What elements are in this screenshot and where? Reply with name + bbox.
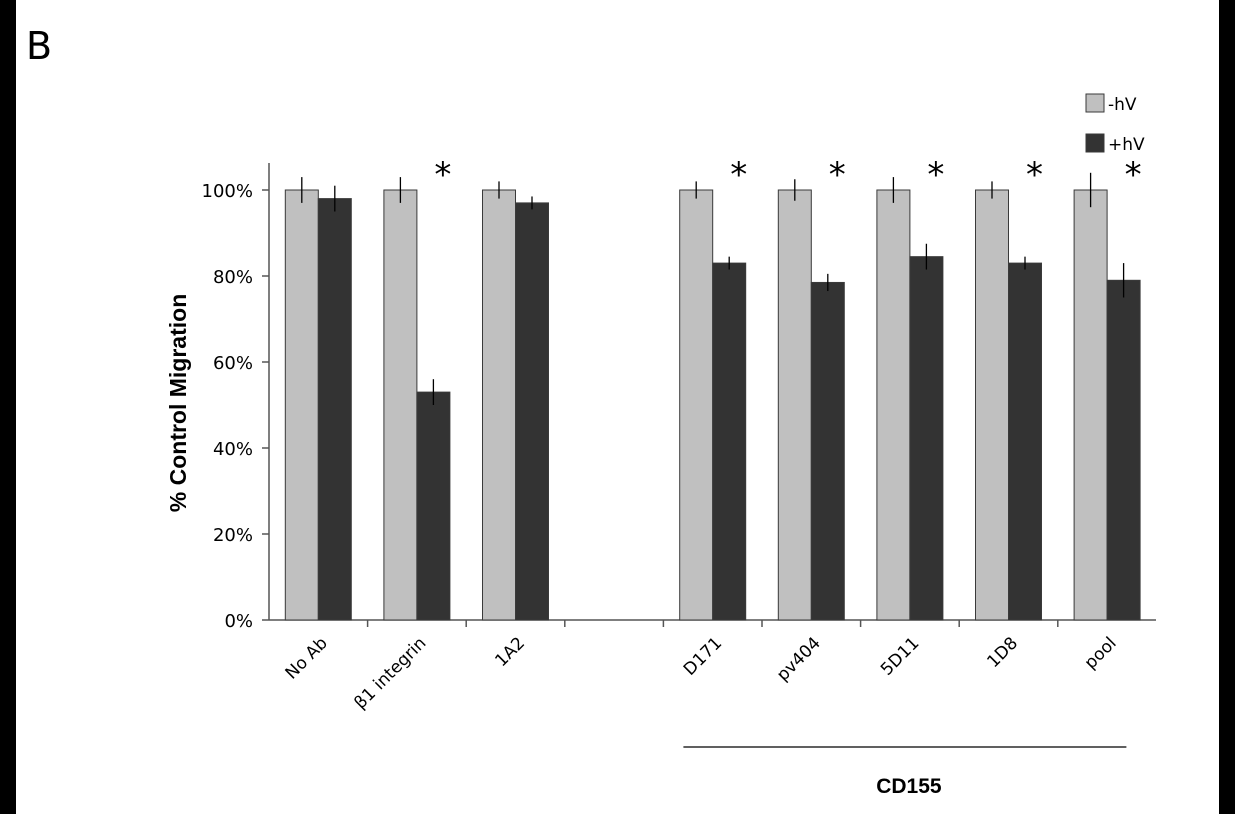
bar-minus-hv bbox=[975, 189, 1009, 621]
x-category-label: 1A2 bbox=[491, 633, 529, 671]
y-tick-label: 60% bbox=[213, 353, 253, 374]
y-tick-label: 40% bbox=[213, 439, 253, 460]
bar-plus-hv bbox=[810, 281, 845, 621]
legend-label: +hV bbox=[1108, 135, 1145, 155]
bar-plus-hv bbox=[1106, 279, 1141, 621]
figure-panel: B % Control Migration 0% 20% 40% 60% 80% 100%… bbox=[16, 0, 1219, 814]
legend-swatch-plus-hv bbox=[1085, 133, 1105, 153]
bar-minus-hv bbox=[284, 189, 319, 621]
bar-minus-hv bbox=[777, 189, 812, 621]
y-tick-label: 20% bbox=[213, 525, 253, 546]
bar-plus-hv bbox=[712, 262, 747, 621]
bar-minus-hv bbox=[383, 189, 418, 621]
x-category-label: pv404 bbox=[773, 633, 825, 685]
bar-plus-hv bbox=[1008, 262, 1042, 621]
significance-asterisk: * bbox=[1026, 155, 1043, 195]
group-label: CD155 bbox=[876, 775, 942, 798]
bar-plus-hv bbox=[909, 256, 944, 621]
bar-minus-hv bbox=[1073, 189, 1108, 621]
significance-asterisk: * bbox=[829, 155, 846, 195]
bar-minus-hv bbox=[679, 189, 714, 621]
panel-label: B bbox=[26, 24, 53, 68]
significance-asterisk: * bbox=[1125, 155, 1142, 195]
significance-asterisk: * bbox=[434, 155, 451, 195]
plot-area: 0% 20% 40% 60% 80% 100% No Ab β1 integrin * 1A2 D1… bbox=[202, 93, 1156, 798]
x-category-label: D171 bbox=[680, 633, 726, 679]
x-category-label: β1 integrin bbox=[351, 633, 431, 713]
bar-plus-hv bbox=[515, 202, 549, 621]
significance-asterisk: * bbox=[730, 155, 747, 195]
bar-minus-hv bbox=[876, 189, 911, 621]
bar-plus-hv bbox=[317, 198, 352, 621]
x-category-label: 1D8 bbox=[983, 633, 1022, 672]
y-tick-label: 100% bbox=[202, 181, 253, 202]
x-category-label: 5D11 bbox=[877, 633, 923, 679]
bar-chart: % Control Migration 0% 20% 40% 60% 80% 100% No… bbox=[165, 93, 1156, 798]
x-category-label: No Ab bbox=[282, 633, 332, 683]
significance-asterisk: * bbox=[927, 155, 944, 195]
y-tick-label: 80% bbox=[213, 267, 253, 288]
x-category-label: pool bbox=[1081, 633, 1121, 673]
legend-swatch-minus-hv bbox=[1085, 93, 1105, 113]
bar-minus-hv bbox=[482, 189, 516, 621]
y-tick-label: 0% bbox=[224, 611, 253, 632]
y-axis-title: % Control Migration bbox=[165, 294, 191, 512]
bar-plus-hv bbox=[416, 391, 451, 621]
legend-label: -hV bbox=[1108, 95, 1137, 115]
